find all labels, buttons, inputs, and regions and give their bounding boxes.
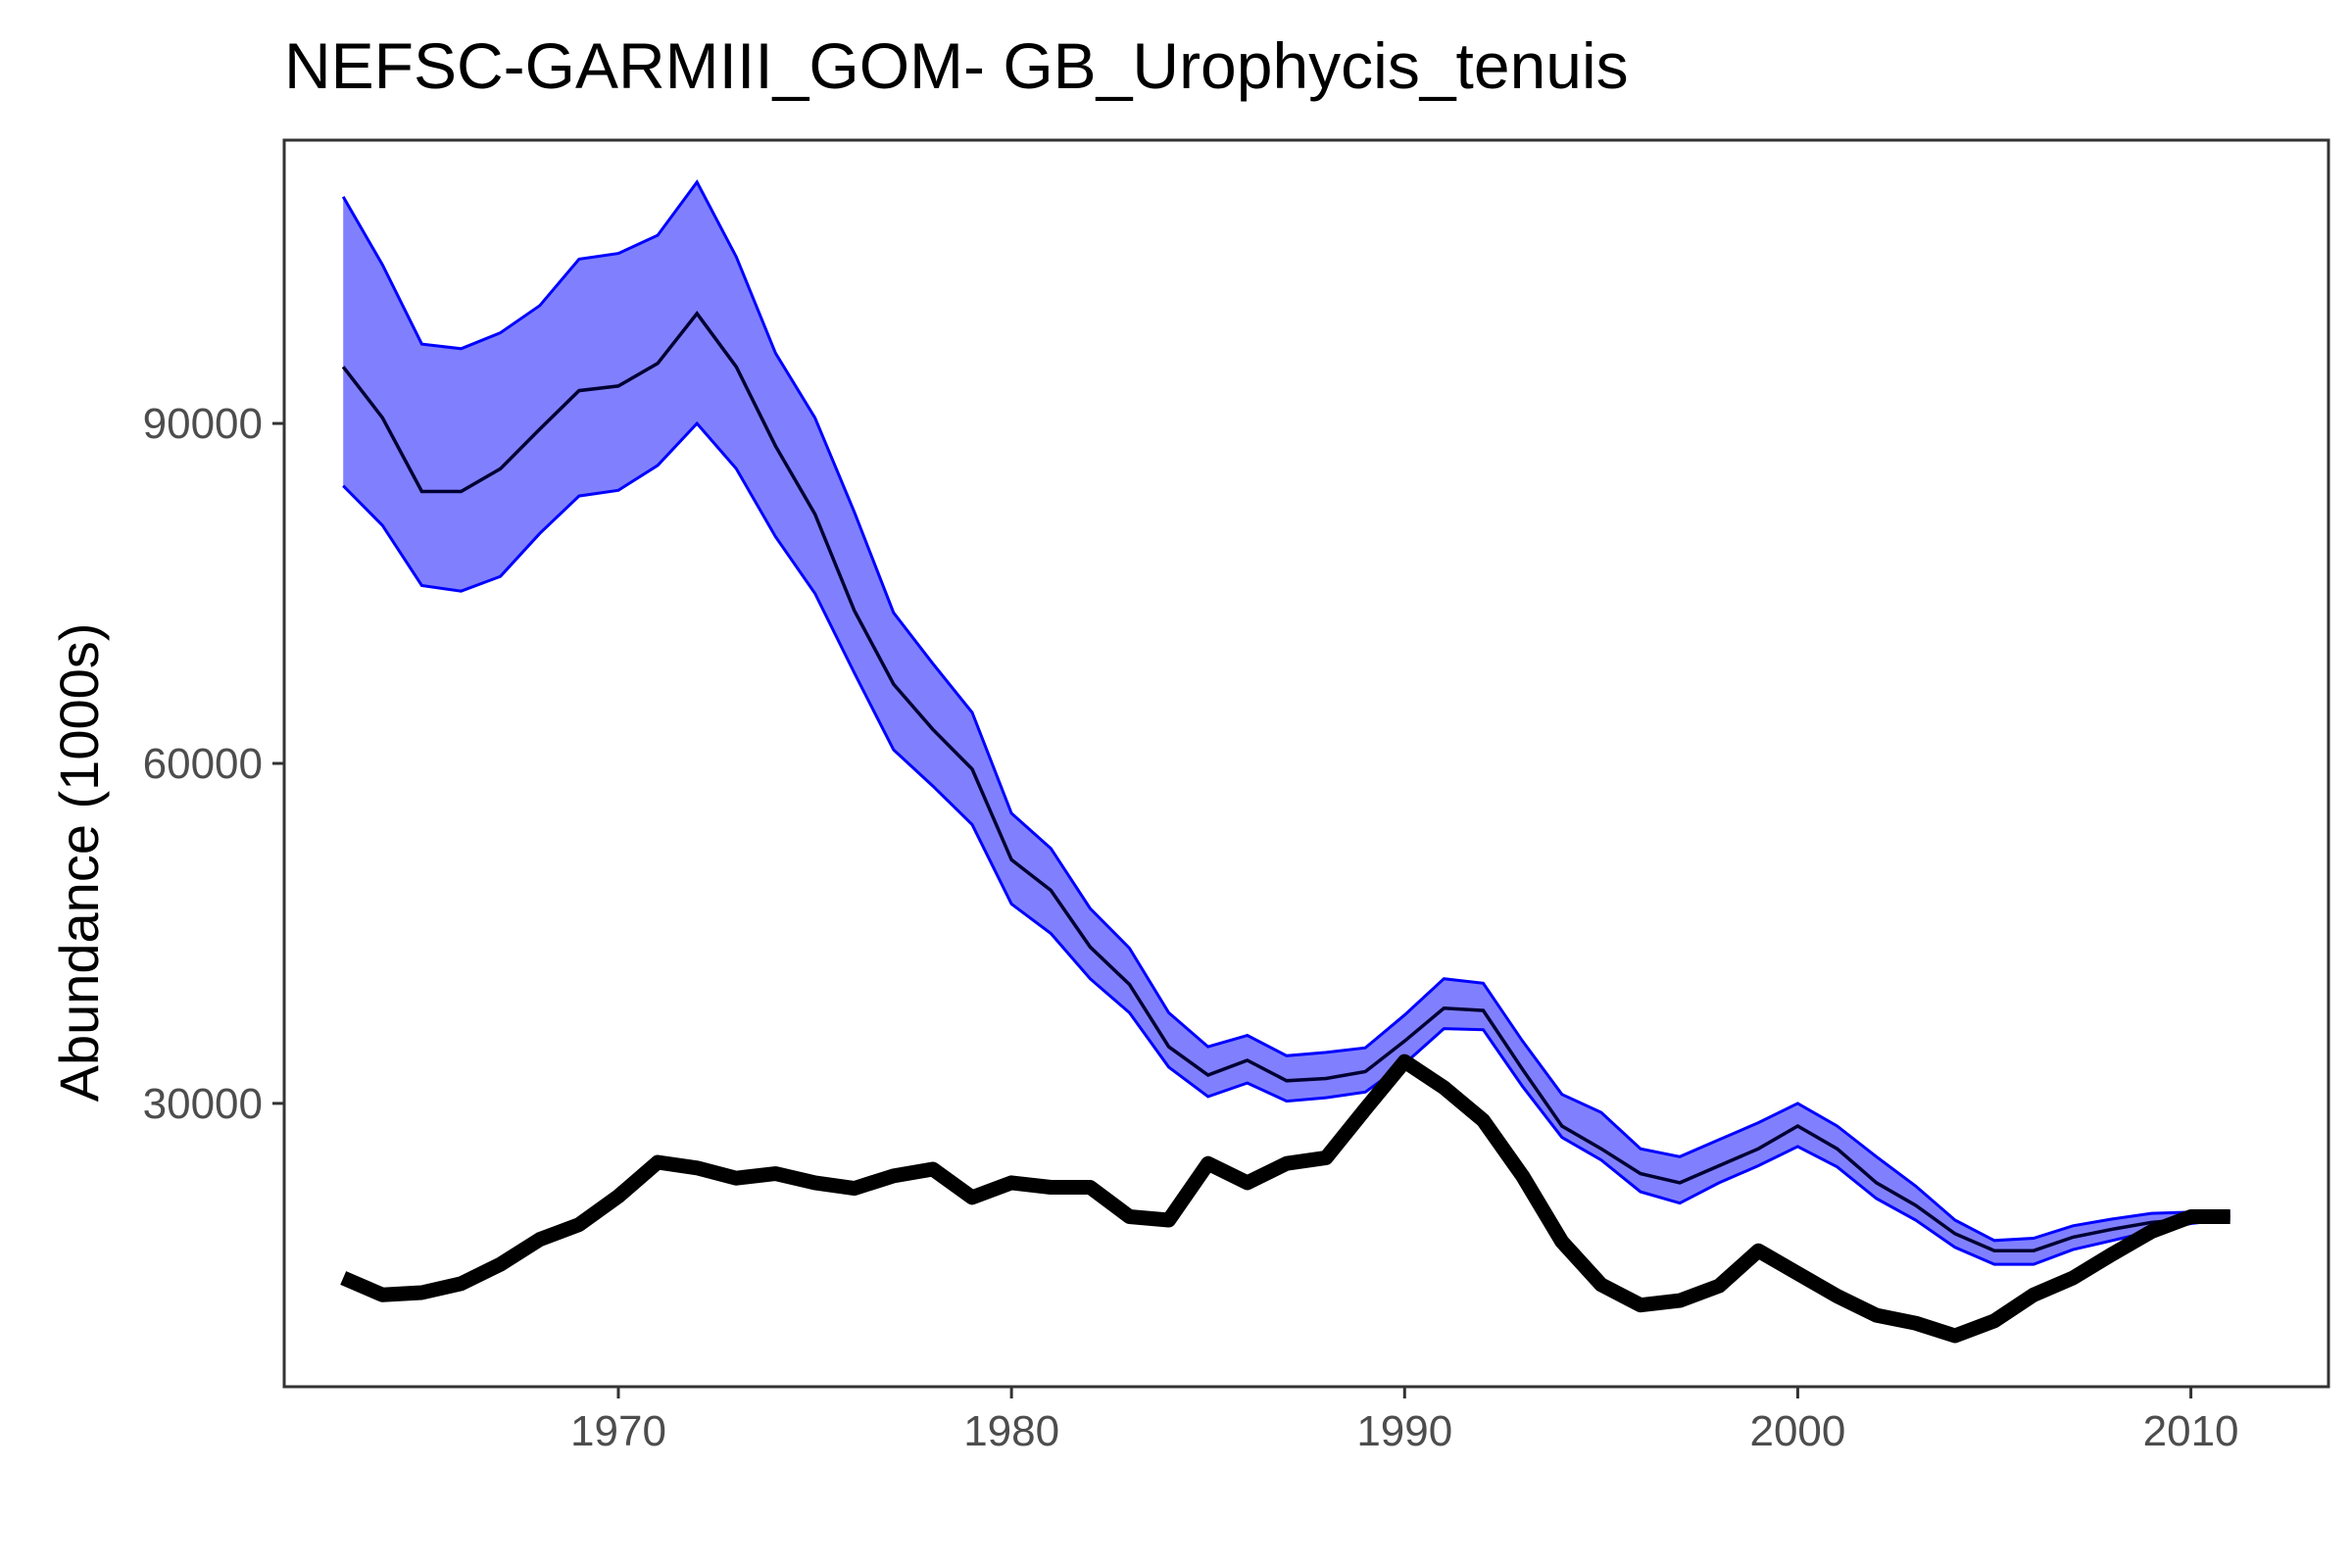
series-line-layer [340, 178, 2230, 1344]
chart-title: NEFSC-GARMIII_GOM- GB_Urophycis_tenuis [284, 29, 1629, 102]
observed-line [340, 1054, 2230, 1344]
x-axis: 1970 1980 1990 2000 2010 [570, 1387, 2239, 1455]
confidence-band [343, 181, 2230, 1265]
x-tick-label: 1990 [1356, 1407, 1452, 1455]
y-axis: 30000 60000 90000 [143, 400, 284, 1128]
y-axis-label: Abundance (1000s) [48, 623, 110, 1102]
y-tick-label: 30000 [143, 1080, 263, 1128]
confidence-band-layer [343, 181, 2230, 1265]
band-lower-line [342, 420, 2230, 1266]
model-median-line [341, 311, 2230, 1252]
band-upper-line [341, 178, 2230, 1243]
y-tick-label: 90000 [143, 400, 263, 448]
plot-area [282, 138, 2330, 1389]
x-tick-label: 2010 [2143, 1407, 2239, 1455]
x-tick-label: 1980 [963, 1407, 1059, 1455]
y-tick-label: 60000 [143, 740, 263, 788]
x-tick-label: 1970 [570, 1407, 666, 1455]
x-tick-label: 2000 [1749, 1407, 1845, 1455]
